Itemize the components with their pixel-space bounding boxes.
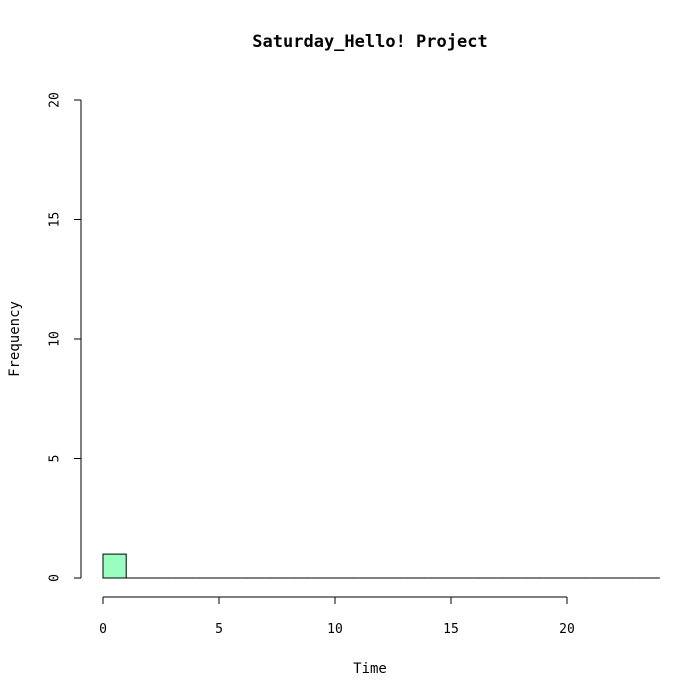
histogram-bars	[102, 553, 660, 579]
x-tick-label: 0	[99, 622, 107, 637]
histogram-bar	[102, 553, 127, 579]
y-axis-ticks: 0 5 10 15 20	[48, 92, 81, 582]
y-tick-label: 0	[48, 574, 63, 582]
y-tick-label: 20	[48, 92, 63, 108]
x-tick-label: 5	[215, 622, 223, 637]
chart-title: Saturday_Hello! Project	[252, 32, 487, 52]
x-axis-label: Time	[353, 661, 387, 677]
x-tick-label: 20	[559, 622, 575, 637]
x-tick-label: 15	[443, 622, 459, 637]
x-tick-label: 10	[327, 622, 343, 637]
y-tick-label: 15	[48, 212, 63, 228]
y-tick-label: 5	[48, 455, 63, 463]
x-axis-ticks: 0 5 10 15 20	[99, 597, 575, 637]
y-tick-label: 10	[48, 331, 63, 347]
y-axis-label: Frequency	[7, 301, 23, 377]
